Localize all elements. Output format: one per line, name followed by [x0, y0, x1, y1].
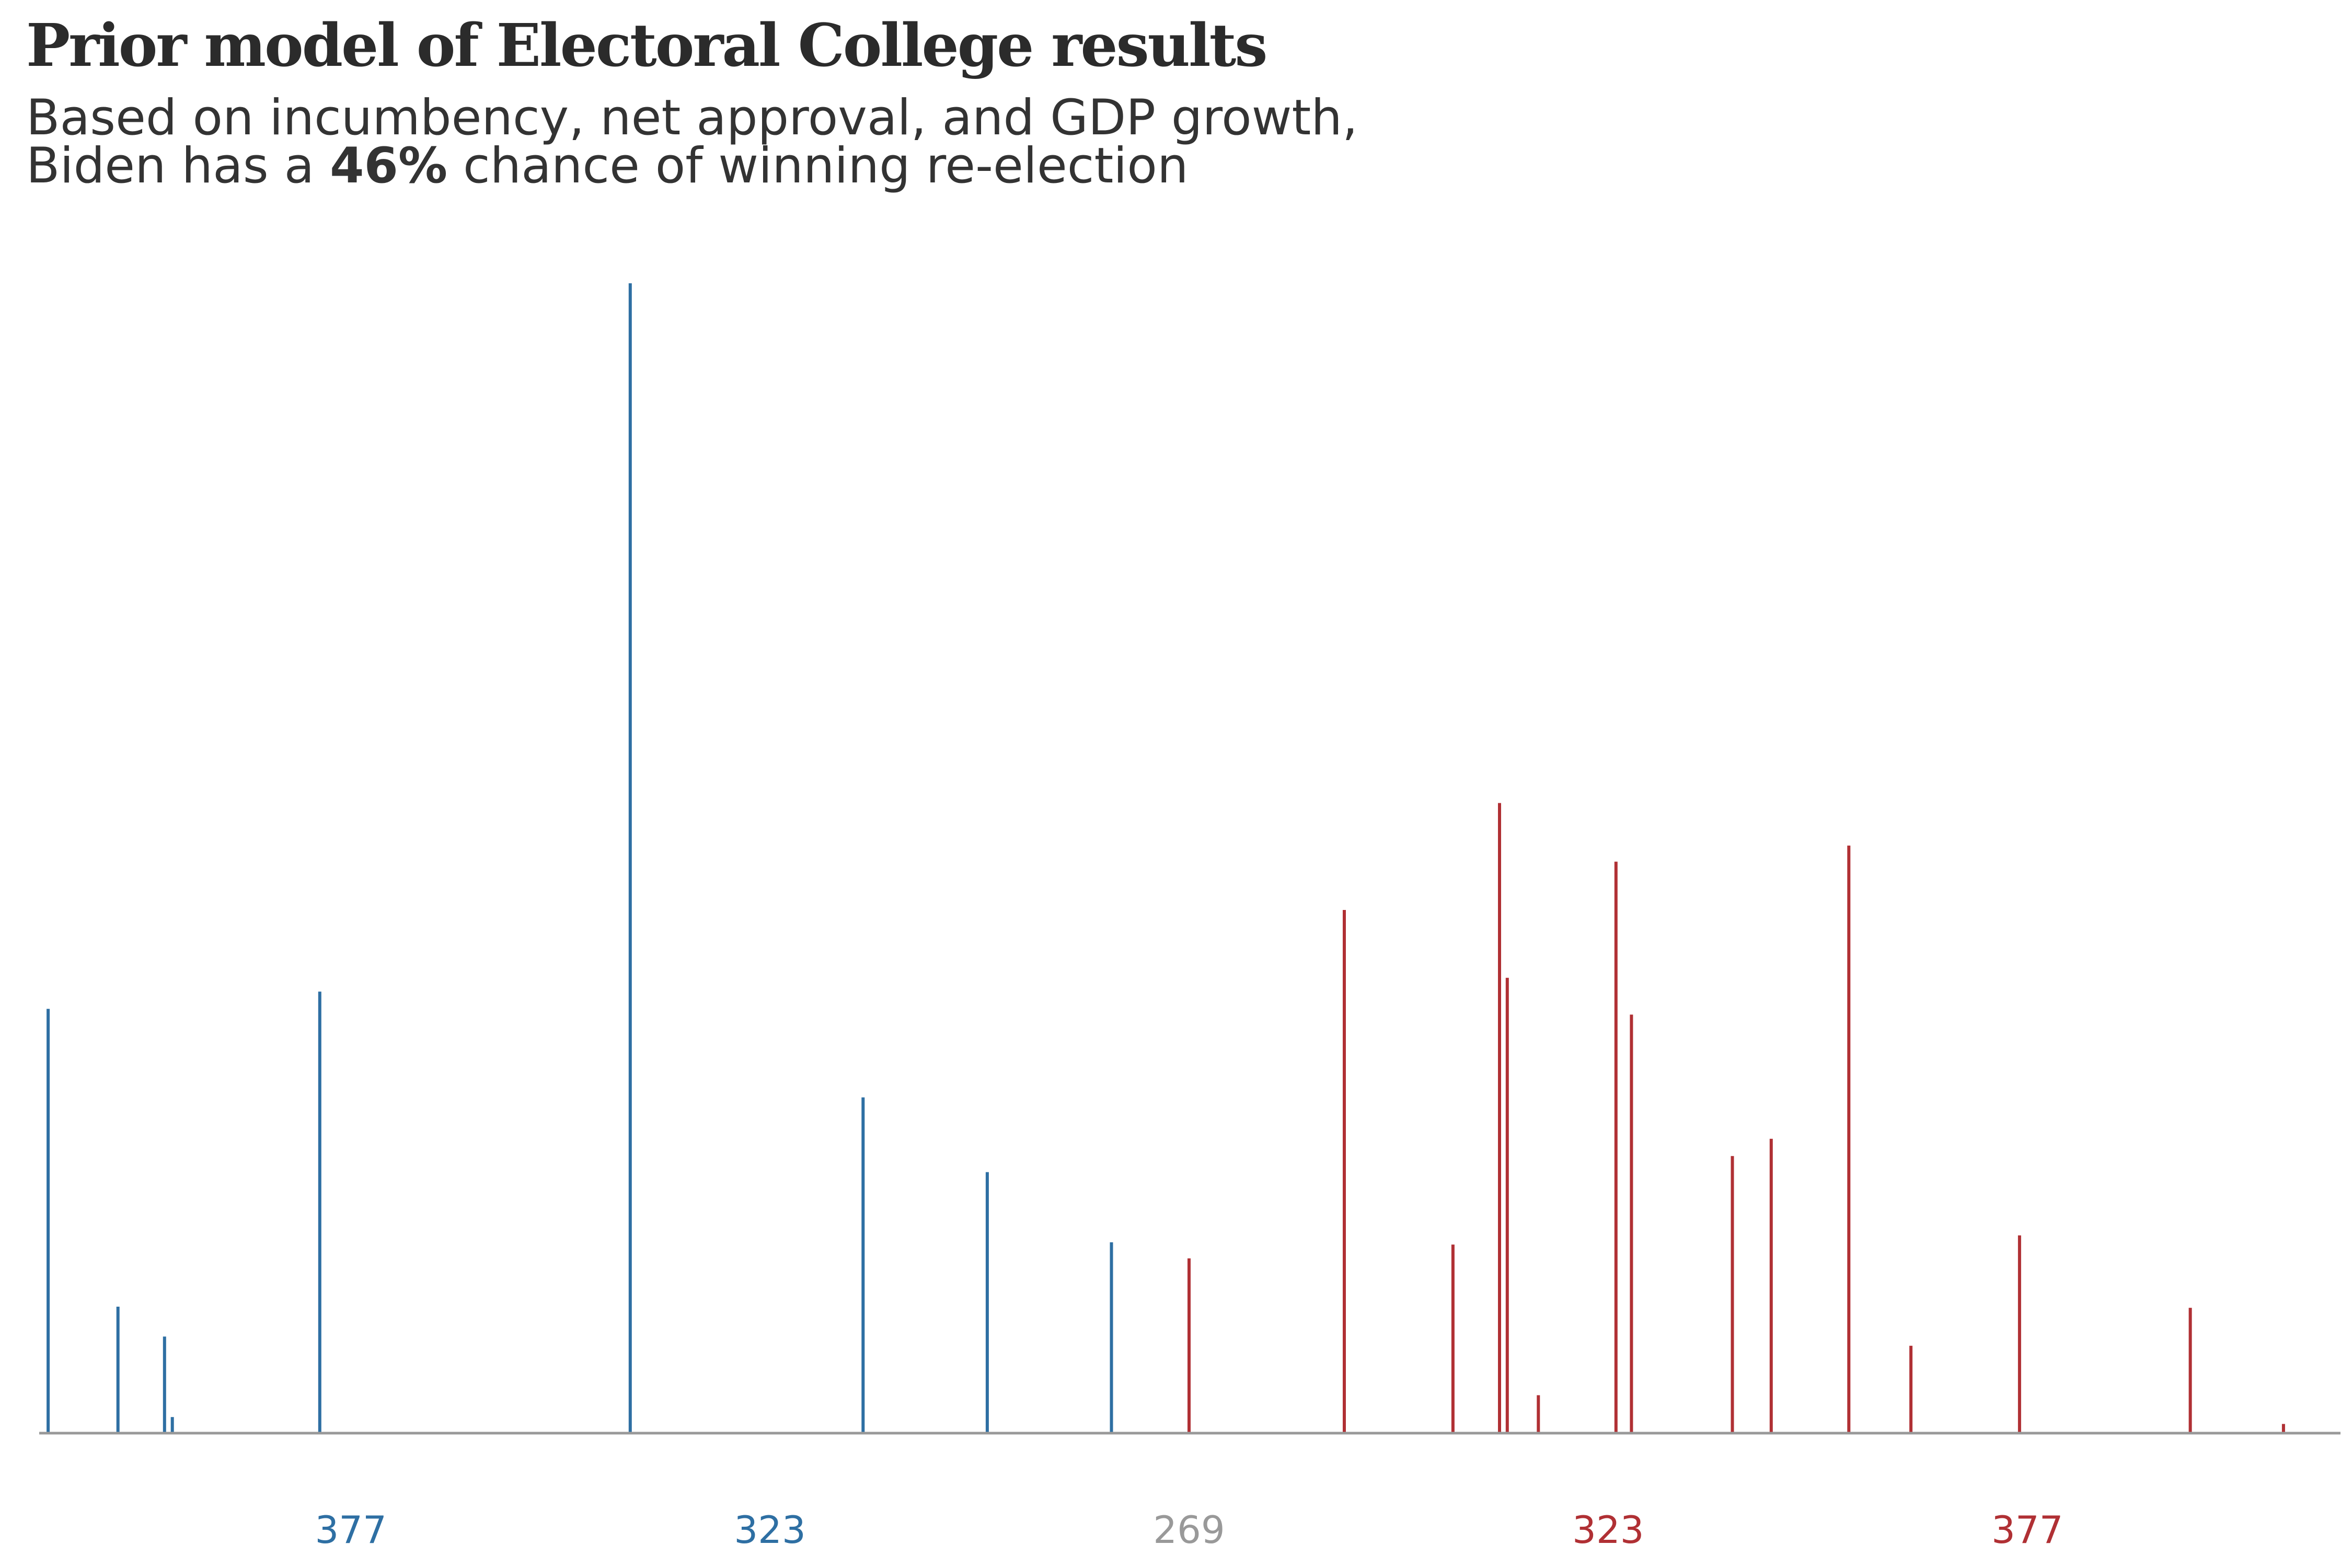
dem-bar	[163, 1336, 166, 1433]
x-tick-label: 269	[1153, 1508, 1225, 1552]
dem-bar	[116, 1307, 120, 1433]
rep-bar	[1847, 845, 1851, 1433]
dem-bar	[985, 1172, 989, 1433]
chart-title: Prior model of Electoral College results	[26, 11, 1267, 80]
rep-bar	[1731, 1156, 1734, 1433]
rep-bar	[1909, 1345, 1913, 1433]
subtitle-suffix: chance of winning re-election	[447, 137, 1189, 194]
rep-bar	[2188, 1308, 2192, 1433]
win-probability: 46%	[330, 137, 448, 194]
rep-bar	[1343, 910, 1346, 1433]
rep-bar	[1505, 977, 1509, 1433]
dem-bar	[861, 1097, 865, 1433]
rep-bar	[1769, 1138, 1773, 1433]
rep-bar	[1451, 1244, 1455, 1433]
rep-bar	[1614, 861, 1618, 1433]
tick-labels: 538484430377323269323377430484538	[315, 1508, 2063, 1552]
x-tick-label: 323	[734, 1508, 805, 1552]
subtitle-prefix: Biden has a	[26, 137, 330, 194]
rep-bar	[2281, 1424, 2285, 1433]
rep-bar	[1537, 1395, 1540, 1433]
x-tick-label: 377	[1991, 1508, 2063, 1552]
rep-bar	[1187, 1258, 1191, 1433]
subtitle-line-1: Based on incumbency, net approval, and G…	[26, 89, 1358, 146]
rep-bar	[1630, 1014, 1633, 1433]
dem-bar	[628, 283, 632, 1433]
x-tick-label: 323	[1572, 1508, 1644, 1552]
rep-bar	[2017, 1235, 2021, 1433]
bars-layer	[47, 283, 2285, 1433]
dem-bar	[318, 991, 321, 1433]
dem-bar	[47, 1009, 50, 1433]
dem-bar	[170, 1417, 174, 1433]
rep-bar	[1498, 803, 1501, 1433]
x-tick-label: 377	[315, 1508, 386, 1552]
dem-bar	[1110, 1242, 1113, 1433]
subtitle-line-2: Biden has a 46% chance of winning re-ele…	[26, 142, 1358, 191]
chart-subtitle: Based on incumbency, net approval, and G…	[26, 89, 1358, 191]
